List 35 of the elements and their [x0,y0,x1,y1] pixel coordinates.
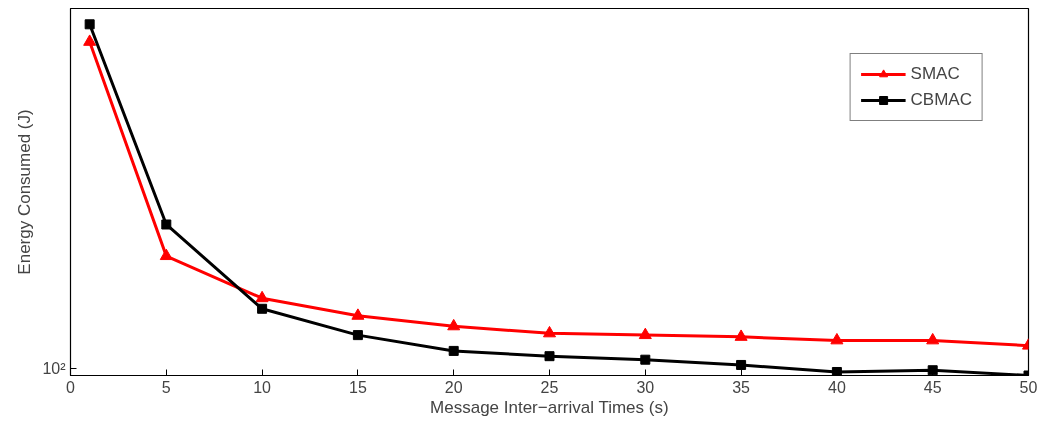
y-axis-title: Energy Consumed (J) [15,109,35,275]
point [84,19,95,30]
point [255,290,269,303]
point [448,345,459,356]
x-tick-label: 40 [828,378,846,396]
point [830,332,844,345]
point [543,325,556,338]
point [257,303,268,314]
point [734,329,748,341]
point [447,318,461,331]
x-tick-label: 0 [66,378,76,396]
x-tick-label: 15 [349,378,367,396]
x-tick-label: 30 [636,378,655,396]
legend-label: CBMAC [910,90,972,110]
point [926,332,940,345]
x-tick-label: 10 [253,378,272,396]
point [638,327,652,340]
x-tick-label: 5 [161,378,171,396]
point [351,308,365,320]
point [736,359,747,370]
x-tick-label: 50 [1019,378,1038,396]
point [544,351,555,362]
point [161,219,172,230]
legend-label: SMAC [910,64,960,84]
x-tick-label: 45 [923,378,942,396]
x-tick-label: 25 [540,378,559,396]
point [159,248,173,261]
x-axis-title: Message Inter−arrival Times (s) [430,397,669,417]
x-tick-label: 35 [732,378,751,396]
point [927,365,938,376]
point [640,354,651,365]
point [83,34,97,46]
point [352,330,363,341]
text: 10² [42,359,67,377]
x-tick-label: 20 [444,378,463,396]
